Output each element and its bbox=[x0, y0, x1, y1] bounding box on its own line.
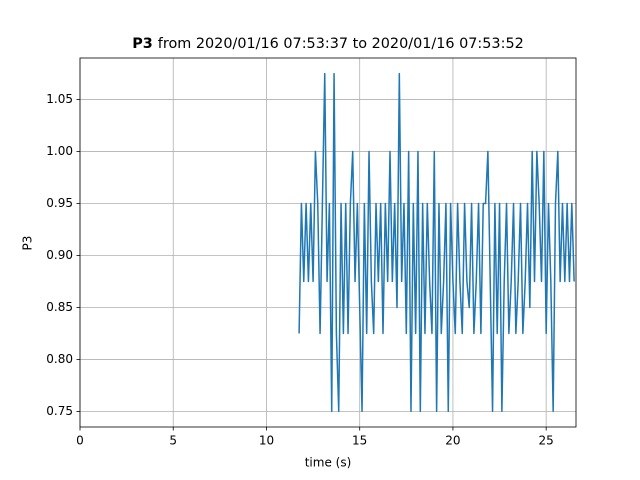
y-tick-label: 1.05 bbox=[46, 92, 73, 106]
x-tick-label: 15 bbox=[352, 434, 367, 448]
y-tick-label: 0.85 bbox=[46, 300, 73, 314]
y-tick-label: 0.95 bbox=[46, 196, 73, 210]
data-line bbox=[298, 72, 575, 413]
x-tick-label: 5 bbox=[169, 434, 177, 448]
y-axis-label: P3 bbox=[21, 236, 35, 251]
x-tick-label: 25 bbox=[539, 434, 554, 448]
title-bold: P3 bbox=[132, 36, 153, 52]
x-tick-label: 10 bbox=[259, 434, 274, 448]
y-tick-label: 1.00 bbox=[46, 144, 73, 158]
plot-frame bbox=[79, 57, 577, 428]
title-text: from 2020/01/16 07:53:37 to 2020/01/16 0… bbox=[158, 36, 524, 52]
x-axis-label: time (s) bbox=[305, 456, 352, 470]
y-tick-label: 0.75 bbox=[46, 404, 73, 418]
y-tick-label: 0.90 bbox=[46, 248, 73, 262]
x-tick-label: 0 bbox=[76, 434, 84, 448]
x-tick-label: 20 bbox=[445, 434, 460, 448]
chart-title: P3 from 2020/01/16 07:53:37 to 2020/01/16… bbox=[132, 36, 524, 52]
y-tick-label: 0.80 bbox=[46, 352, 73, 366]
